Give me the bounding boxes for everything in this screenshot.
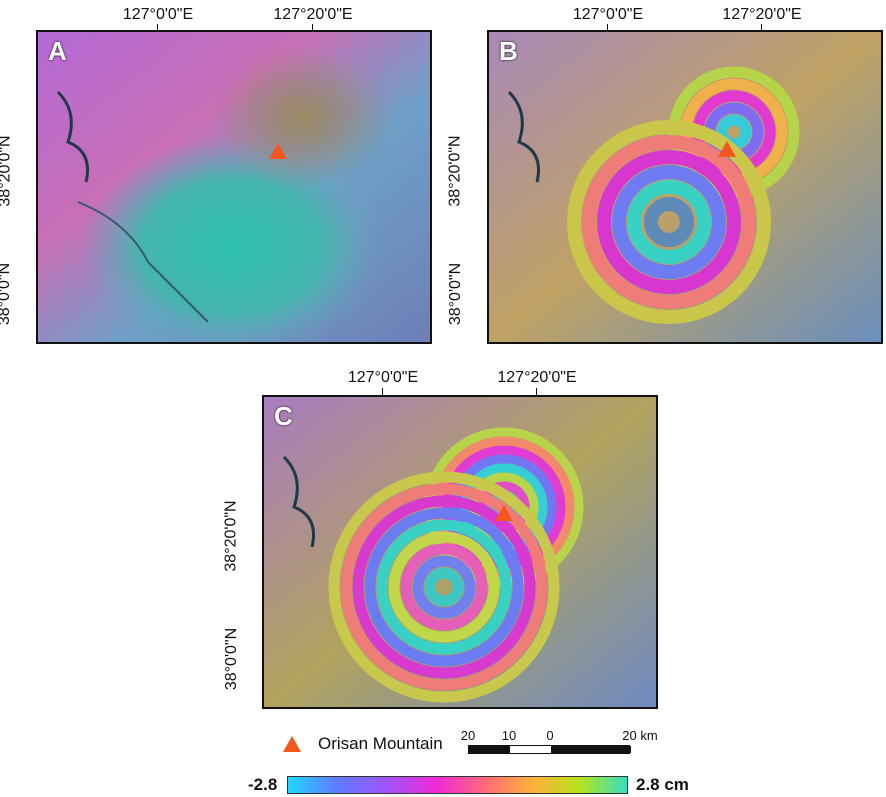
- orisan-mountain-marker: [495, 505, 513, 521]
- lat-label: 38°20'0"N: [222, 500, 240, 572]
- tick-mark: [761, 24, 762, 32]
- colorbar: [287, 776, 628, 794]
- lon-label: 127°20'0"E: [273, 6, 353, 23]
- map-panel-c: C: [262, 395, 658, 709]
- tick-mark: [382, 388, 383, 396]
- orisan-mountain-marker: [718, 141, 736, 157]
- tick-mark: [157, 24, 158, 32]
- scale-label: 0: [546, 728, 554, 743]
- interferogram-a: [38, 32, 430, 342]
- orisan-mountain-marker: [269, 143, 287, 159]
- scale-label: 20 km: [622, 728, 658, 743]
- map-panel-a: A: [36, 30, 432, 344]
- tick-mark: [312, 24, 313, 32]
- panel-label-b: B: [499, 36, 518, 66]
- lon-label: 127°0'0"E: [572, 6, 644, 23]
- fringes-lower: [328, 471, 560, 703]
- scale-label: 10: [501, 728, 517, 743]
- lon-label: 127°20'0"E: [722, 6, 802, 23]
- lat-label: 38°0'0"N: [447, 262, 465, 326]
- tick-mark: [607, 24, 608, 32]
- interferogram-c: [264, 397, 656, 707]
- lon-label: 127°20'0"E: [497, 369, 577, 386]
- lat-label: 38°0'0"N: [0, 262, 14, 326]
- map-panel-b: B: [487, 30, 883, 344]
- interferogram-b: [489, 32, 881, 342]
- colorbar-min-label: -2.8: [248, 775, 278, 794]
- lon-label: 127°0'0"E: [347, 369, 419, 386]
- legend-marker-icon: [283, 736, 301, 752]
- lat-label: 38°20'0"N: [446, 135, 464, 207]
- colorbar-max-label: 2.8 cm: [636, 775, 689, 794]
- fringes-lower: [567, 120, 771, 324]
- scale-label: 20: [460, 728, 476, 743]
- panel-label-c: C: [274, 401, 293, 431]
- lat-label: 38°0'0"N: [223, 627, 241, 691]
- lat-label: 38°20'0"N: [0, 135, 14, 207]
- panel-label-a: A: [48, 36, 67, 66]
- legend-marker-label: Orisan Mountain: [318, 734, 443, 753]
- lon-label: 127°0'0"E: [122, 6, 194, 23]
- tick-mark: [536, 388, 537, 396]
- scale-bar: [468, 745, 631, 754]
